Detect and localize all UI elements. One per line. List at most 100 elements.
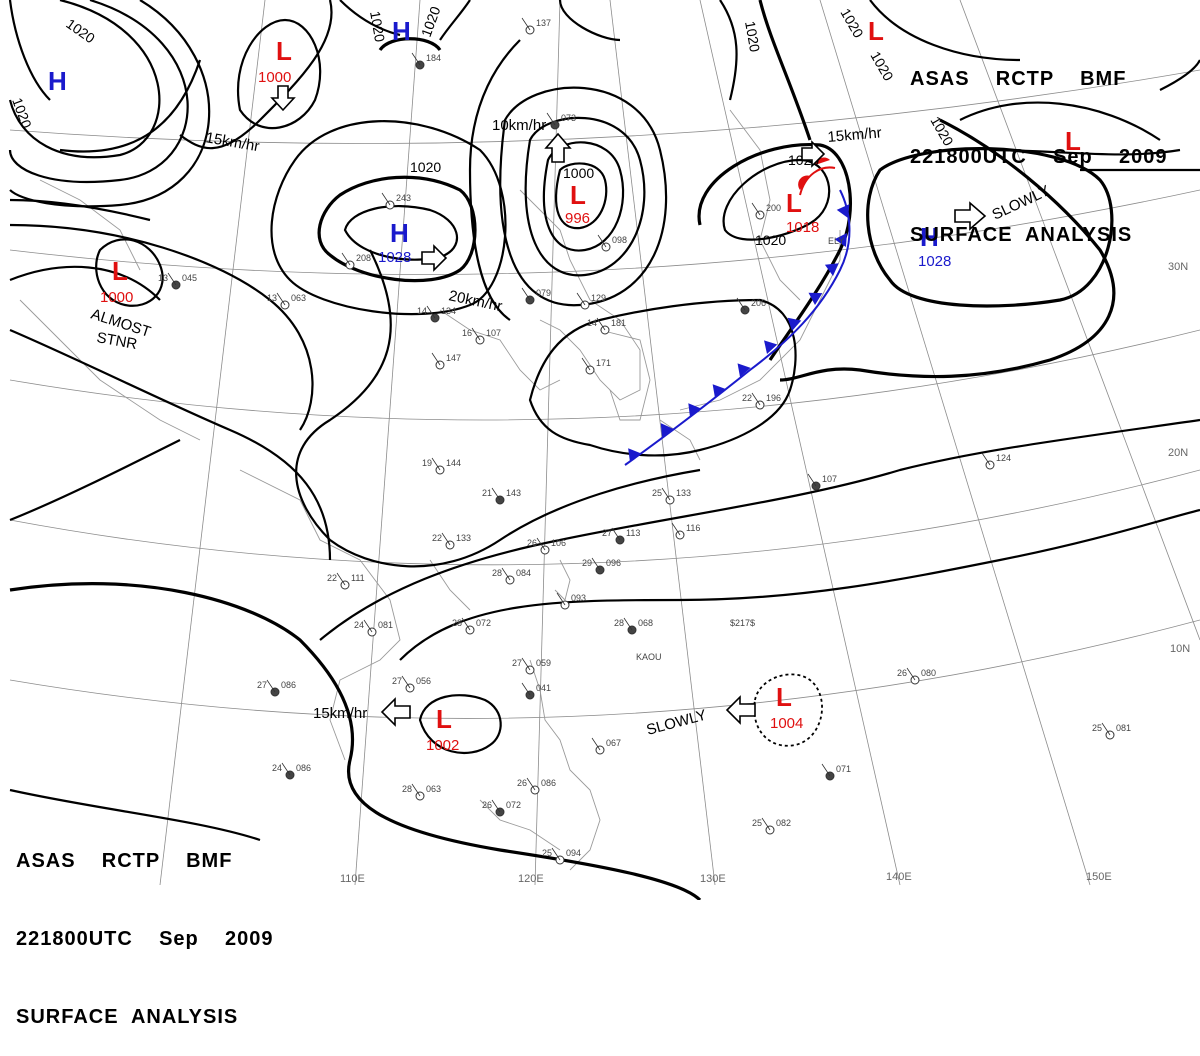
- arrow-right-icon: [801, 140, 826, 168]
- station-temperature: 26: [897, 668, 907, 678]
- station-plot: 27 086: [257, 679, 296, 697]
- station-temperature: 22: [742, 393, 752, 403]
- station-code: ELY: [828, 236, 844, 246]
- station-plot: 24 086: [272, 762, 311, 780]
- station-plot: 25 133: [652, 487, 691, 505]
- station-pressure: 080: [921, 668, 936, 678]
- station-plot: 25 094: [542, 847, 581, 865]
- station-pressure: 067: [606, 738, 621, 748]
- low-center-l3: L: [570, 180, 586, 210]
- header-bottom-left: ASAS RCTP BMF 221800UTC Sep 2009 SURFACE…: [16, 796, 273, 1056]
- station-plot: 16 107: [462, 327, 501, 345]
- station-plot: 067: [591, 737, 621, 755]
- isobar-label: 1000: [563, 165, 594, 181]
- station-pressure: 243: [396, 193, 411, 203]
- station-plot: 13 063: [267, 292, 306, 310]
- station-plot: 28 072: [452, 617, 491, 635]
- cold-front-triangle: [834, 233, 847, 247]
- low-value-l4: 1018: [786, 219, 819, 236]
- station-plot: 26 080: [897, 667, 936, 685]
- station-temperature: 26: [527, 538, 537, 548]
- station-plot: 206: [736, 297, 766, 315]
- low-center-l2: L: [112, 256, 128, 286]
- station-pressure: 129: [591, 293, 606, 303]
- station-pressure: 113: [626, 528, 640, 538]
- station-pressure: 072: [506, 800, 521, 810]
- station-pressure: 081: [1116, 723, 1131, 733]
- arrow-right-icon: [421, 244, 448, 272]
- station-plot: 26 072: [482, 799, 521, 817]
- low-center-l1: L: [276, 36, 292, 66]
- station-pressure: 208: [356, 253, 371, 263]
- station-temperature: 25: [542, 848, 552, 858]
- station-plot: 27 113: [602, 527, 640, 545]
- station-temperature: 22: [327, 573, 337, 583]
- station-temperature: 21: [482, 488, 492, 498]
- station-pressure: 137: [536, 18, 551, 28]
- header-line-2: 221800UTC Sep 2009: [16, 928, 274, 950]
- station-plot: 28 068: [614, 617, 653, 635]
- movement-text: 15km/hr: [827, 124, 882, 146]
- header-top-right: ASAS RCTP BMF 221800UTC Sep 2009 SURFACE…: [910, 14, 1167, 274]
- station-pressure: 133: [676, 488, 691, 498]
- low-value-l7: 1002: [426, 737, 459, 754]
- station-code: KAOU: [636, 652, 662, 662]
- station-plot: 19 144: [422, 457, 461, 475]
- station-plot: 26 086: [517, 777, 556, 795]
- station-plot: 137: [521, 17, 551, 35]
- station-pressure: 147: [446, 353, 461, 363]
- cold-front: [624, 189, 851, 466]
- station-temperature: 16: [462, 328, 472, 338]
- station-pressure: 086: [541, 778, 556, 788]
- high-center-h4: H: [920, 222, 939, 252]
- lon-label: 110E: [340, 873, 365, 885]
- header-line-2: 221800UTC Sep 2009: [910, 146, 1168, 168]
- station-plot: 24 081: [354, 619, 393, 637]
- station-plot: 093: [556, 592, 586, 610]
- low-center-l8: L: [776, 682, 792, 712]
- weather-map: 1020 1020 1020 1020 1020 1020 1020 1020 …: [8, 0, 1200, 900]
- station-pressure: 098: [612, 235, 627, 245]
- station-pressure: 184: [426, 53, 441, 63]
- dotted-isobar: [753, 673, 823, 747]
- station-pressure: 107: [822, 474, 837, 484]
- header-line-1: ASAS RCTP BMF: [16, 850, 233, 872]
- arrow-left-icon: [725, 695, 756, 725]
- station-plot: 184: [411, 52, 441, 70]
- station-pressure: 059: [536, 658, 551, 668]
- station-temperature: 25: [1092, 723, 1102, 733]
- station-plot: 14 181: [587, 317, 626, 335]
- high-center-h3: H: [390, 218, 409, 248]
- station-plot: 116: [671, 522, 700, 540]
- cold-front-triangle: [737, 363, 751, 377]
- station-plot: 28 084: [492, 567, 531, 585]
- station-temperature: 14: [417, 306, 427, 316]
- station-pressure: 124: [996, 453, 1011, 463]
- station-pressure: 086: [281, 680, 296, 690]
- station-plot: 124: [981, 452, 1011, 470]
- station-pressure: 144: [446, 458, 461, 468]
- station-pressure: 134: [441, 306, 456, 316]
- low-value-l1: 1000: [258, 69, 291, 86]
- cold-front-triangle: [764, 340, 778, 354]
- station-plot: 27 059: [512, 657, 551, 675]
- arrow-up-icon: [544, 132, 572, 163]
- station-pressure: 181: [611, 318, 626, 328]
- station-pressure: 041: [536, 683, 551, 693]
- station-plot: 171: [581, 357, 611, 375]
- station-plot: 28 063: [402, 783, 441, 801]
- station-plot: 22 111: [327, 572, 365, 590]
- station-pressure: 116: [686, 523, 700, 533]
- station-temperature: 22: [432, 533, 442, 543]
- coordinate-labels: 30N 20N 10N 110E 120E 130E 140E 150E ELY…: [340, 236, 1190, 885]
- high-value-h4: 1028: [918, 253, 951, 270]
- station-pressure: 171: [596, 358, 611, 368]
- station-temperature: 27: [602, 528, 612, 538]
- lon-label: 150E: [1086, 871, 1112, 883]
- station-temperature: 28: [492, 568, 502, 578]
- station-plots: 13 045 13 063 16 107 14 134 147 19 144 21 143 22 133 26…: [158, 17, 1131, 865]
- station-plot: 14 134: [417, 305, 456, 323]
- station-temperature: 28: [452, 618, 462, 628]
- station-pressure: 106: [551, 538, 566, 548]
- station-plot: 073: [546, 112, 576, 130]
